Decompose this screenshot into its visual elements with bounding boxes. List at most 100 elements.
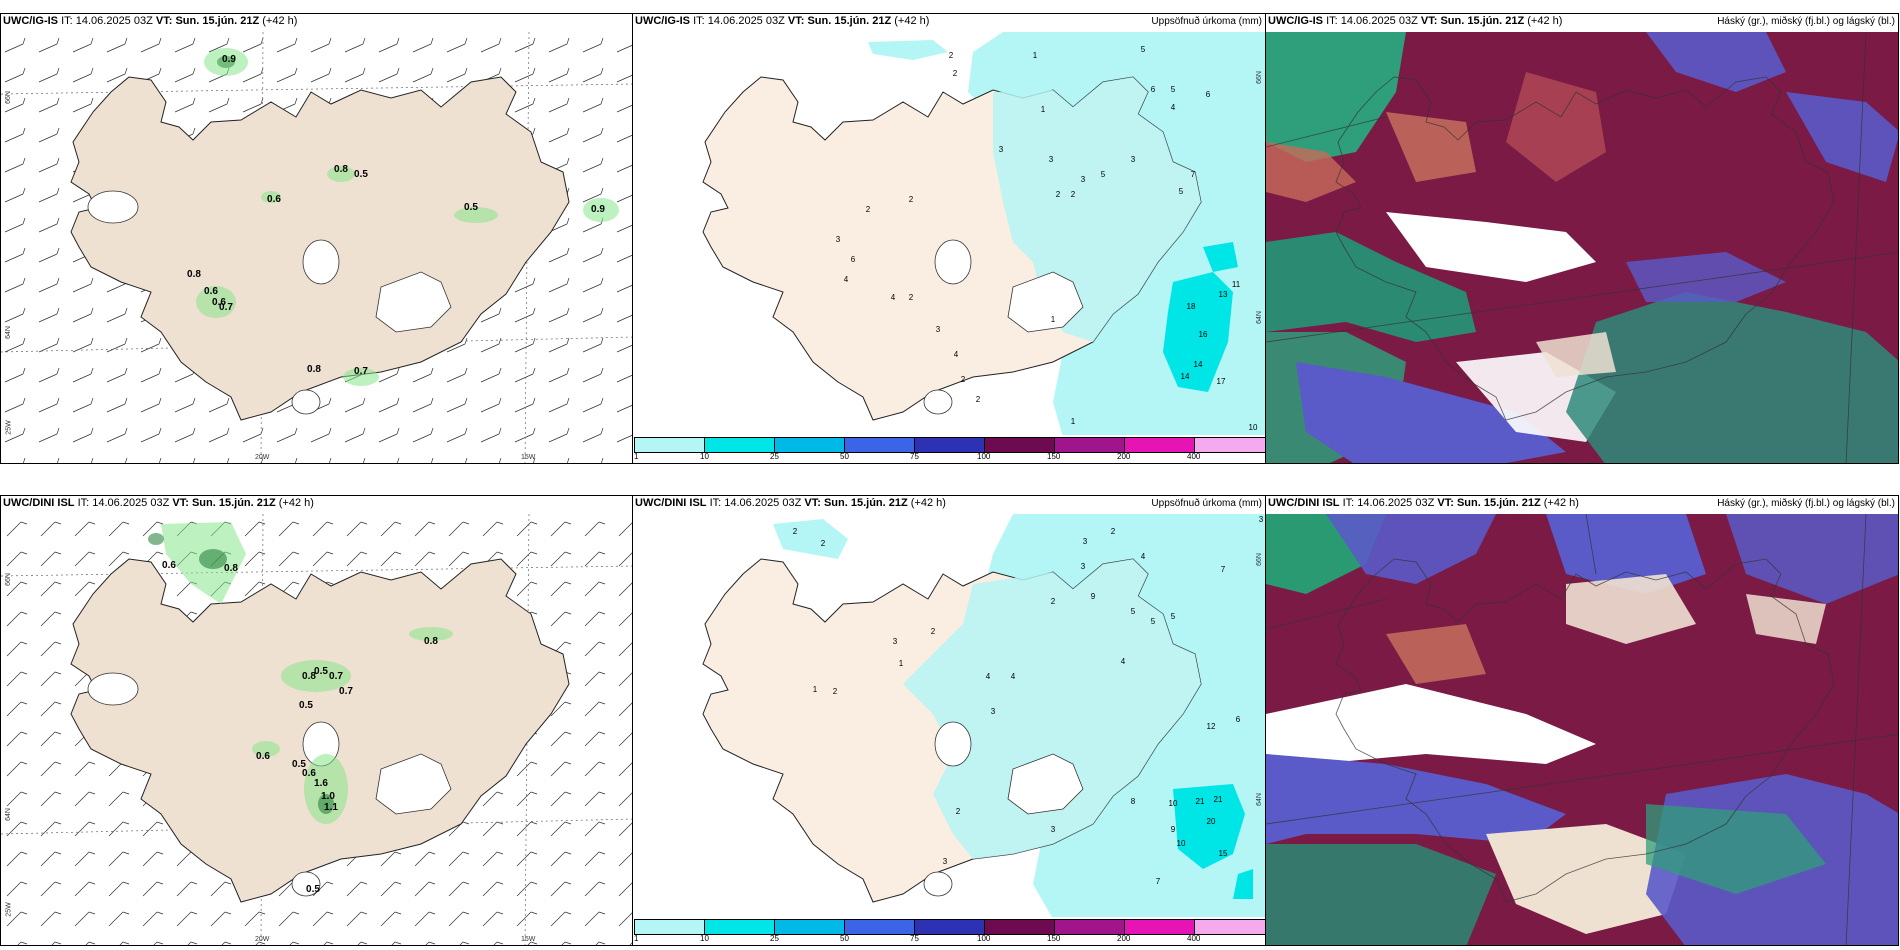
lon-label: 25W	[5, 420, 13, 435]
legend-cell	[1125, 920, 1195, 934]
precip-number: 4	[844, 275, 849, 284]
lat-label: 64N	[4, 808, 12, 821]
model-name: UWC/IG-IS	[3, 15, 58, 27]
precip-number: 2	[956, 807, 961, 816]
legend-label: 10	[700, 934, 709, 943]
precip-number: 4	[891, 293, 896, 302]
lat-label: 66N	[4, 573, 12, 586]
precip-number: 7	[1156, 877, 1161, 886]
legend-label: 10	[700, 452, 709, 461]
legend-cell	[1055, 920, 1125, 934]
wind-value-labels: 0.6 0.8 0.8 0.5 0.7 0.7 0.5 0.8 0.6 0.5 …	[162, 560, 438, 895]
precip-number: 1	[1033, 51, 1038, 60]
precip-number: 3	[936, 325, 941, 334]
precip-number: 4	[1171, 103, 1176, 112]
lat-label: 66N	[1255, 71, 1263, 84]
legend-cell	[1055, 438, 1125, 452]
wind-value: 0.7	[339, 686, 353, 697]
lon-label: 15W	[521, 936, 536, 943]
precip-number: 10	[1177, 839, 1186, 848]
legend-cell	[705, 920, 775, 934]
wind-value: 0.8	[424, 636, 438, 647]
precip-number: 2	[961, 375, 966, 384]
precip-number: 1	[1071, 417, 1076, 426]
precip-number: 3	[1081, 175, 1086, 184]
precip-number: 4	[954, 350, 959, 359]
precip-number: 2	[931, 627, 936, 636]
precip-number: 3	[1131, 155, 1136, 164]
legend-cell	[1125, 438, 1195, 452]
lon-label: 15W	[521, 454, 536, 461]
precip-number: 3	[1083, 537, 1088, 546]
legend-label: 150	[1047, 452, 1061, 461]
precip-number: 21	[1196, 797, 1205, 806]
legend-cell	[985, 438, 1055, 452]
precip-number: 5	[1179, 187, 1184, 196]
lon-label: 25W	[5, 902, 13, 917]
legend-label: 50	[840, 934, 849, 943]
precip-number: 1	[1051, 315, 1056, 324]
precip-number: 4	[1141, 552, 1146, 561]
wind-value: 0.6	[267, 194, 281, 205]
wind-value: 0.6	[256, 751, 270, 762]
legend-cell	[1195, 438, 1265, 452]
legend-bar	[634, 437, 1265, 453]
wind-value: 0.8	[307, 364, 321, 375]
precip-number: 1	[813, 685, 818, 694]
panel-title: UWC/IG-IS IT: 14.06.2025 03Z VT: Sun. 15…	[1268, 15, 1563, 27]
wind-value: 0.9	[222, 54, 236, 65]
precip-number: 13	[1219, 290, 1228, 299]
legend-label: 100	[977, 934, 991, 943]
wind-value: 0.8	[302, 671, 316, 682]
precip-number: 3	[943, 857, 948, 866]
precip-number: 15	[1219, 849, 1228, 858]
precip-number: 5	[1151, 617, 1156, 626]
legend-label: 75	[910, 934, 919, 943]
wind-value: 0.5	[299, 700, 313, 711]
precip-number: 2	[909, 293, 914, 302]
wind-value: 1.1	[324, 802, 338, 813]
precip-number: 2	[1051, 597, 1056, 606]
precip-number: 2	[793, 527, 798, 536]
legend-cell	[1195, 920, 1265, 934]
legend-cell	[775, 920, 845, 934]
wind-value: 0.9	[591, 204, 605, 215]
precip-number: 9	[1171, 825, 1176, 834]
precip-number: 2	[821, 539, 826, 548]
legend-cell	[845, 438, 915, 452]
precip-number: 4	[1011, 672, 1016, 681]
panel-title: UWC/DINI ISL IT: 14.06.2025 03Z VT: Sun.…	[1268, 497, 1579, 509]
wind-value: 0.5	[314, 666, 328, 677]
precip-number: 3	[893, 637, 898, 646]
precip-number: 2	[949, 51, 954, 60]
lat-label: 64N	[1255, 793, 1263, 806]
wind-value: 0.5	[306, 884, 320, 895]
precip-number: 10	[1169, 799, 1178, 808]
legend-label: 25	[770, 934, 779, 943]
wind-value: 0.7	[329, 671, 343, 682]
precip-number: 1	[899, 659, 904, 668]
legend-label: 400	[1187, 934, 1201, 943]
cloud-title: Háský (gr.), miðský (fj.bl.) og lágský (…	[1717, 498, 1895, 509]
legend-label: 100	[977, 452, 991, 461]
wind-value: 0.6	[162, 560, 176, 571]
precip-number: 6	[1236, 715, 1241, 724]
precip-number: 4	[986, 672, 991, 681]
legend-label: 1	[634, 934, 639, 943]
legend-cell	[915, 920, 985, 934]
cloud-panel-row1: UWC/IG-IS IT: 14.06.2025 03Z VT: Sun. 15…	[1265, 13, 1899, 464]
precip-number-labels: 2 2 1 5 6 5 6 4 1 3 3 2 2 3 5 3 7 5 2 2 …	[836, 45, 1258, 432]
wind-value: 0.8	[224, 563, 238, 574]
legend-label: 400	[1187, 452, 1201, 461]
precip-number: 6	[851, 255, 856, 264]
wind-value: 0.6	[204, 286, 218, 297]
wind-value: 1.0	[321, 791, 335, 802]
precip-number: 11	[1232, 280, 1241, 289]
precip-number: 5	[1171, 612, 1176, 621]
model-name: UWC/DINI ISL	[3, 497, 75, 509]
wind-value: 0.8	[187, 269, 201, 280]
wind-value: 0.5	[464, 202, 478, 213]
precip-number: 10	[1249, 423, 1258, 432]
precip-number: 2	[1056, 190, 1061, 199]
cloud-map	[1266, 32, 1898, 463]
